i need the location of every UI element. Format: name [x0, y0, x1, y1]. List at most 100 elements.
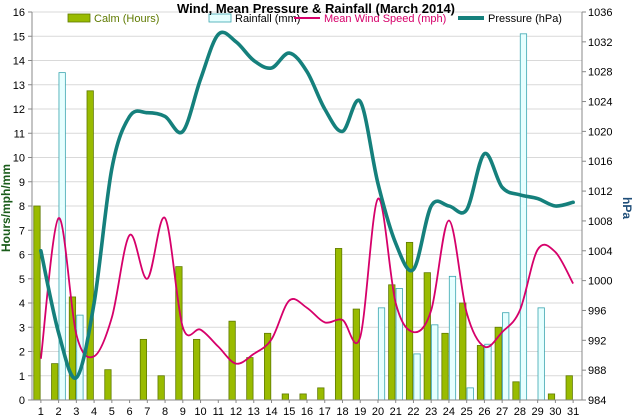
x-tick-label: 5 — [109, 406, 115, 418]
y2-tick-label: 1012 — [588, 186, 612, 198]
calm-bar — [476, 345, 485, 401]
x-tick-label: 31 — [567, 406, 579, 418]
chart-title: Wind, Mean Pressure & Rainfall (March 20… — [177, 1, 455, 16]
y-tick-label: 12 — [13, 104, 25, 116]
calm-bar — [423, 272, 431, 401]
y2-tick-label: 1036 — [588, 7, 612, 19]
x-tick-label: 12 — [230, 406, 242, 418]
x-tick-label: 9 — [180, 406, 186, 418]
calm-bar — [299, 393, 307, 401]
y2-tick-label: 992 — [588, 335, 606, 347]
pressure-line — [39, 30, 575, 380]
legend-swatch — [67, 13, 91, 23]
calm-bar — [157, 375, 165, 401]
x-tick-label: 19 — [354, 406, 366, 418]
x-tick-label: 8 — [162, 406, 168, 418]
y-tick-label: 5 — [19, 274, 25, 286]
x-tick-label: 29 — [532, 406, 544, 418]
y-tick-label: 4 — [19, 298, 25, 310]
calm-bar — [86, 90, 94, 401]
rainfall-bar — [466, 387, 474, 401]
x-tick-label: 7 — [144, 406, 150, 418]
line-layer — [39, 30, 575, 380]
y-tick-label: 6 — [19, 250, 25, 262]
x-tick-label: 14 — [265, 406, 277, 418]
y-tick-label: 10 — [13, 153, 25, 165]
x-tick-label: 6 — [127, 406, 133, 418]
y2-tick-label: 996 — [588, 305, 606, 317]
calm-bar — [512, 381, 520, 401]
legend-label: Pressure (hPa) — [488, 13, 562, 25]
rainfall-bar — [377, 307, 386, 401]
x-tick-label: 26 — [478, 406, 490, 418]
x-tick-label: 15 — [283, 406, 295, 418]
calm-bar — [51, 363, 59, 401]
y-tick-label: 8 — [19, 201, 25, 213]
legend-swatch — [208, 13, 232, 23]
x-tick-label: 17 — [319, 406, 331, 418]
x-tick-label: 25 — [461, 406, 473, 418]
legend: Calm (Hours) Rainfall (mm) Mean Wind Speed… — [67, 13, 562, 25]
x-tick-label: 18 — [336, 406, 348, 418]
calm-bar — [281, 393, 289, 401]
wind-speed-line — [39, 197, 574, 365]
y-tick-label: 3 — [19, 322, 25, 334]
rainfall-bar — [484, 343, 492, 401]
calm-bar — [104, 369, 112, 401]
y2-tick-label: 984 — [588, 395, 606, 407]
gridlines — [32, 11, 582, 401]
y-tick-label: 9 — [19, 177, 25, 189]
x-tick-label: 3 — [73, 406, 79, 418]
x-tick-label: 27 — [496, 406, 508, 418]
calm-bar — [33, 205, 41, 401]
calm-bar — [459, 302, 467, 401]
x-tick-label: 20 — [372, 406, 384, 418]
y2-tick-label: 1000 — [588, 276, 612, 288]
calm-bar — [334, 248, 343, 401]
x-tick-label: 13 — [248, 406, 260, 418]
calm-bar — [317, 387, 325, 401]
x-tick-label: 11 — [213, 406, 224, 418]
x-tick-label: 1 — [38, 406, 44, 418]
x-tick-label: 22 — [407, 406, 419, 418]
calm-bar — [193, 338, 201, 401]
y2-axis-label: hPa — [620, 197, 633, 219]
rainfall-bar — [431, 324, 439, 401]
calm-bar — [388, 284, 396, 401]
rainfall-bar — [519, 33, 528, 401]
bar-layer — [33, 33, 573, 401]
y-tick-label: 2 — [19, 347, 25, 359]
y-tick-label: 1 — [19, 371, 25, 383]
rainfall-bar — [413, 353, 421, 401]
y-axis-label: Hours/mph/mm — [0, 164, 13, 252]
x-tick-label: 24 — [443, 406, 455, 418]
y2-tick-label: 1004 — [588, 246, 612, 258]
calm-bar — [352, 308, 360, 401]
y-tick-label: 11 — [14, 128, 25, 140]
legend-label: Rainfall (mm) — [235, 13, 300, 25]
x-tick-label: 30 — [549, 406, 561, 418]
y-tick-label: 0 — [19, 395, 25, 407]
x-tick-label: 28 — [514, 406, 526, 418]
x-tick-label: 2 — [56, 406, 62, 418]
y-tick-label: 7 — [19, 225, 25, 237]
calm-bar — [246, 357, 254, 401]
legend-label: Mean Wind Speed (mph) — [324, 13, 446, 25]
y2-tick-label: 1028 — [588, 67, 612, 79]
rainfall-bar — [448, 275, 457, 401]
calm-bar — [441, 332, 449, 401]
y-tick-label: 15 — [13, 31, 25, 43]
tick-labels: 0123456789101112131415169849889929961000… — [13, 7, 613, 418]
y2-tick-label: 1020 — [588, 126, 612, 138]
y2-tick-label: 988 — [588, 365, 606, 377]
calm-bar — [547, 393, 556, 401]
rainfall-bar — [537, 307, 545, 401]
y-tick-label: 14 — [13, 56, 25, 68]
y-tick-label: 13 — [13, 80, 25, 92]
legend-label: Calm (Hours) — [94, 13, 159, 25]
x-tick-label: 10 — [194, 406, 206, 418]
x-tick-label: 21 — [390, 406, 402, 418]
y2-tick-label: 1024 — [588, 97, 612, 109]
